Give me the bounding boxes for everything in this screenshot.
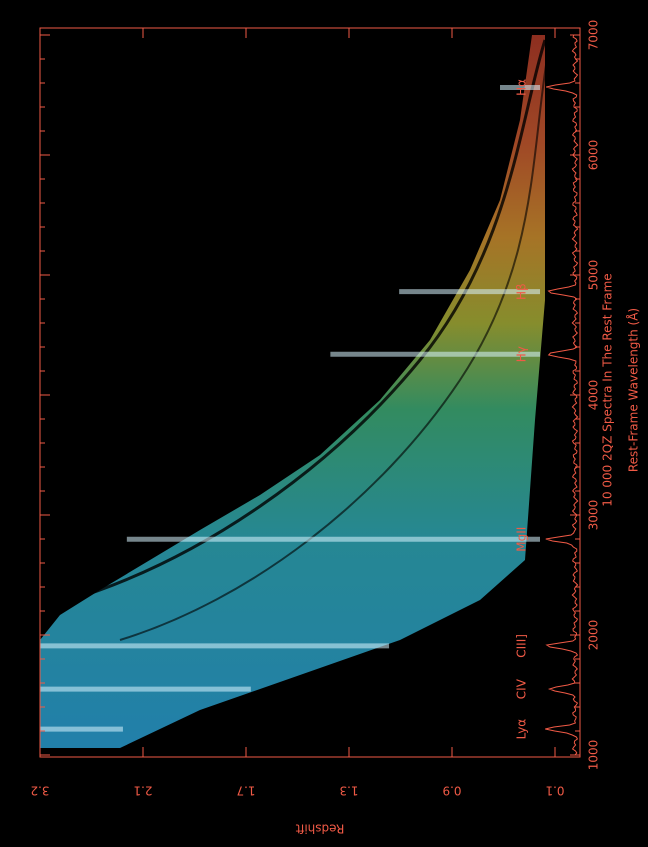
dark-ridge	[119, 39, 551, 641]
y-tick-label: 0.9	[442, 784, 461, 798]
x-axis-label: Rest-Frame Wavelength (Å)	[626, 308, 641, 472]
x-tick-label: 1000	[587, 740, 601, 771]
y-tick-label: 3.2	[30, 784, 49, 798]
line-label: CIV	[515, 678, 529, 699]
line-label: CIII]	[515, 634, 529, 658]
composite-spectrum	[545, 34, 579, 756]
x-tick-label: 6000	[587, 140, 601, 171]
x-tick-label: 3000	[587, 500, 601, 531]
y-tick-label: 1.3	[339, 784, 358, 798]
chart-title: 10 000 2QZ Spectra In The Rest Frame	[601, 273, 615, 506]
y-axis-label: Redshift	[295, 822, 344, 836]
line-label: Lyα	[515, 719, 529, 740]
line-label: MgII	[515, 527, 529, 552]
y-tick-label: 2.1	[133, 784, 152, 798]
spectra-density	[40, 35, 545, 748]
x-tick-label: 5000	[587, 260, 601, 291]
x-tick-label: 4000	[587, 380, 601, 411]
x-tick-label: 2000	[587, 620, 601, 651]
y-tick-label: 0.1	[545, 784, 564, 798]
x-tick-label: 7000	[587, 20, 601, 51]
line-label: Hβ	[515, 283, 529, 300]
y-tick-label: 1.7	[236, 784, 255, 798]
dark-ridge	[69, 39, 547, 602]
plot-frame	[39, 27, 581, 758]
line-label: Hγ	[515, 346, 529, 362]
line-label: Hα	[515, 79, 529, 96]
